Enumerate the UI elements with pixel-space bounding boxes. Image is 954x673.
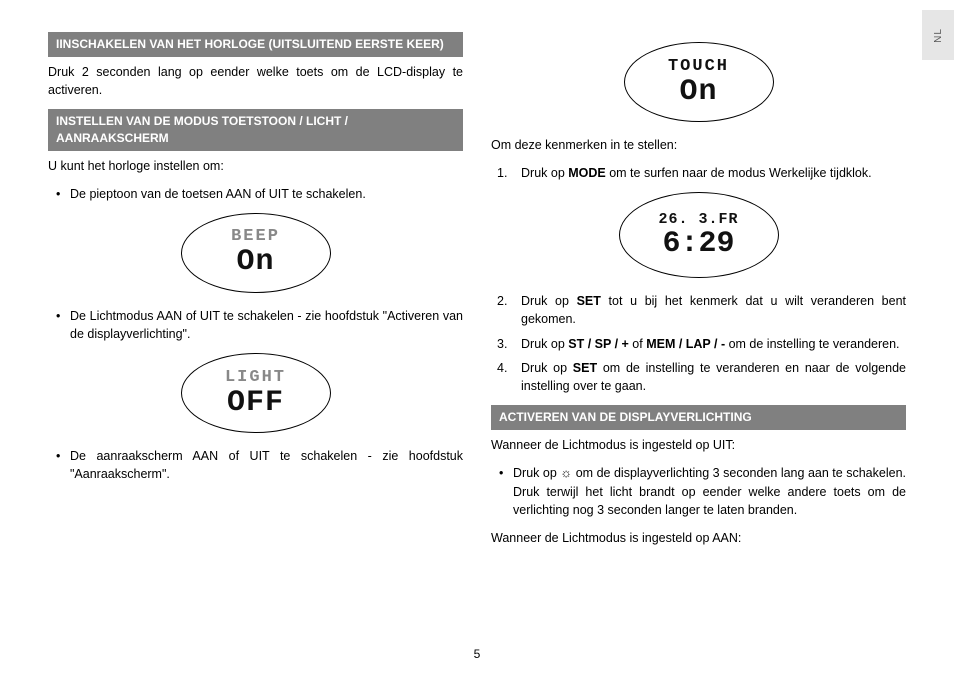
step1-text-a: Druk op <box>521 166 568 180</box>
bullet-list-2: De Lichtmodus AAN of UIT te schakelen - … <box>48 307 463 343</box>
page-number: 5 <box>474 647 481 661</box>
lcd-oval-time: 26. 3.FR 6:29 <box>619 192 779 278</box>
right-column: TOUCH On Om deze kenmerken in te stellen… <box>491 32 906 622</box>
bullet-list-backlight: Druk op ☼ om de displayverlichting 3 sec… <box>491 464 906 519</box>
section-header-set-mode: INSTELLEN VAN DE MODUS TOETSTOON / LICHT… <box>48 109 463 151</box>
lcd-figure-beep: BEEP On <box>48 213 463 293</box>
step4-a: Druk op <box>521 361 573 375</box>
light-icon: ☼ <box>560 464 572 483</box>
lcd-beep-top: BEEP <box>231 228 280 245</box>
lcd-figure-light: LIGHT OFF <box>48 353 463 433</box>
step1-bold: MODE <box>568 166 606 180</box>
steps-list: Druk op MODE om te surfen naar de modus … <box>491 164 906 182</box>
bullet-list-3: De aanraakscherm AAN of UIT te schakelen… <box>48 447 463 483</box>
para-set-mode-intro: U kunt het horloge instellen om: <box>48 157 463 175</box>
step1-text-b: om te surfen naar de modus Werkelijke ti… <box>606 166 872 180</box>
bullet-touch: De aanraakscherm AAN of UIT te schakelen… <box>48 447 463 483</box>
bullet-backlight: Druk op ☼ om de displayverlichting 3 sec… <box>491 464 906 519</box>
step-2: Druk op SET tot u bij het kenmerk dat u … <box>491 292 906 328</box>
steps-list-cont: Druk op SET tot u bij het kenmerk dat u … <box>491 292 906 395</box>
section-header-activate-watch: IINSCHAKELEN VAN HET HORLOGE (UITSLUITEN… <box>48 32 463 57</box>
step3-bold2: MEM / LAP / - <box>646 337 725 351</box>
step4-bold: SET <box>573 361 597 375</box>
para-backlight-off: Wanneer de Lichtmodus is ingesteld op UI… <box>491 436 906 454</box>
step2-a: Druk op <box>521 294 577 308</box>
lcd-figure-time: 26. 3.FR 6:29 <box>491 192 906 278</box>
lcd-touch-top: TOUCH <box>668 58 729 75</box>
bullet-beep: De pieptoon van de toetsen AAN of UIT te… <box>48 185 463 203</box>
lcd-beep-bottom: On <box>236 247 274 277</box>
para-set-features-intro: Om deze kenmerken in te stellen: <box>491 136 906 154</box>
step3-a: Druk op <box>521 337 568 351</box>
step3-mid: of <box>629 337 646 351</box>
step2-bold: SET <box>577 294 601 308</box>
step3-b: om de instelling te veranderen. <box>725 337 899 351</box>
lcd-oval-touch: TOUCH On <box>624 42 774 122</box>
para-activate-watch: Druk 2 seconden lang op eender welke toe… <box>48 63 463 99</box>
section-header-backlight: ACTIVEREN VAN DE DISPLAYVERLICHTING <box>491 405 906 430</box>
bullet-light: De Lichtmodus AAN of UIT te schakelen - … <box>48 307 463 343</box>
step-4: Druk op SET om de instelling te verander… <box>491 359 906 395</box>
lcd-time-date: 26. 3.FR <box>658 212 738 227</box>
step3-bold1: ST / SP / + <box>568 337 629 351</box>
content-columns: IINSCHAKELEN VAN HET HORLOGE (UITSLUITEN… <box>48 32 906 622</box>
lcd-oval-light: LIGHT OFF <box>181 353 331 433</box>
lcd-time-clock: 6:29 <box>662 229 734 259</box>
para-backlight-on: Wanneer de Lichtmodus is ingesteld op AA… <box>491 529 906 547</box>
lcd-figure-touch: TOUCH On <box>491 42 906 122</box>
left-column: IINSCHAKELEN VAN HET HORLOGE (UITSLUITEN… <box>48 32 463 622</box>
lcd-light-bottom: OFF <box>227 388 284 418</box>
lcd-light-top: LIGHT <box>225 369 286 386</box>
lcd-oval-beep: BEEP On <box>181 213 331 293</box>
step-3: Druk op ST / SP / + of MEM / LAP / - om … <box>491 335 906 353</box>
bullet4-b: om de displayverlichting 3 seconden lang… <box>513 466 906 517</box>
bullet4-a: Druk op <box>513 466 560 480</box>
language-tab: NL <box>922 10 954 60</box>
bullet-list-1: De pieptoon van de toetsen AAN of UIT te… <box>48 185 463 203</box>
language-tab-label: NL <box>932 28 943 43</box>
lcd-touch-bottom: On <box>679 77 717 107</box>
step-1: Druk op MODE om te surfen naar de modus … <box>491 164 906 182</box>
